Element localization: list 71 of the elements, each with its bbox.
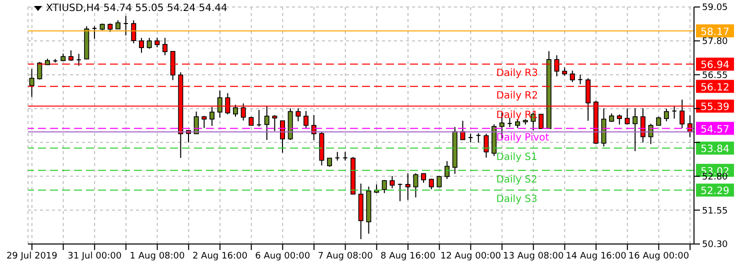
annotation: 56.94 bbox=[700, 60, 730, 72]
candlestick bbox=[264, 105, 270, 140]
y-tick-label: 50.30 bbox=[702, 240, 728, 250]
candlestick bbox=[202, 115, 207, 129]
candlestick bbox=[624, 108, 630, 126]
candlestick bbox=[405, 172, 410, 200]
x-tick-label: 14 Aug 16:00 bbox=[566, 251, 627, 262]
candlestick bbox=[37, 61, 42, 80]
x-tick-label: 13 Aug 08:00 bbox=[503, 251, 564, 262]
candlestick bbox=[397, 183, 403, 202]
candlestick bbox=[484, 133, 489, 158]
ref-line-label: Daily S1 bbox=[496, 152, 538, 164]
x-tick-label: 31 Jul 00:00 bbox=[68, 251, 122, 262]
annotation: 52.29 bbox=[700, 186, 730, 198]
ref-line-label: Daily R3 bbox=[496, 68, 538, 80]
candlestick bbox=[304, 110, 309, 129]
annotation: 54.57 bbox=[700, 124, 730, 136]
y-tick-label: 51.55 bbox=[702, 206, 728, 216]
candlestick bbox=[578, 74, 583, 85]
candlestick bbox=[131, 20, 136, 44]
y-tick-label: 59.05 bbox=[702, 3, 728, 14]
candlestick bbox=[68, 50, 74, 62]
candlestick bbox=[138, 37, 144, 54]
candlestick bbox=[413, 172, 418, 198]
candlestick bbox=[672, 106, 677, 120]
ref-line-label: Daily S2 bbox=[496, 174, 538, 186]
candlestick bbox=[664, 108, 669, 122]
candlestick bbox=[76, 53, 82, 66]
ref-line-label: Daily Pivot bbox=[496, 132, 550, 144]
y-tick-label: 57.80 bbox=[702, 37, 728, 48]
candlestick bbox=[123, 15, 128, 36]
ref-line-label: Daily S3 bbox=[496, 194, 538, 206]
x-tick-label: 7 Aug 08:00 bbox=[318, 251, 374, 262]
candlestick bbox=[632, 108, 638, 152]
x-tick-label: 6 Aug 00:00 bbox=[255, 251, 310, 262]
x-tick-label: 29 Jul 2019 bbox=[6, 251, 58, 262]
annotation: 55.39 bbox=[700, 102, 730, 114]
ref-line-label: Daily R2 bbox=[496, 90, 538, 102]
candlestick bbox=[428, 178, 434, 190]
candlestick bbox=[390, 176, 395, 189]
candlestick bbox=[146, 37, 152, 50]
candlestick bbox=[296, 108, 301, 122]
candlestick bbox=[272, 114, 278, 132]
annotation: 53.84 bbox=[700, 144, 730, 156]
candlestick bbox=[460, 120, 466, 140]
candlestick bbox=[280, 120, 286, 154]
candlestick bbox=[436, 176, 442, 188]
candlestick bbox=[162, 37, 168, 56]
annotation: 58.17 bbox=[700, 26, 730, 38]
candlestick bbox=[421, 173, 426, 184]
candlestick bbox=[233, 104, 238, 118]
candlestick bbox=[217, 90, 222, 118]
candlestick bbox=[476, 132, 481, 143]
candlestick bbox=[29, 68, 34, 98]
x-tick-label: 1 Aug 08:00 bbox=[130, 251, 186, 262]
candlestick bbox=[616, 114, 622, 126]
candlestick bbox=[570, 70, 575, 83]
annotation: 56.12 bbox=[700, 82, 730, 94]
candlestick bbox=[154, 37, 160, 48]
x-tick-label: 8 Aug 16:00 bbox=[380, 251, 436, 262]
candlestick bbox=[444, 160, 450, 180]
candlestick bbox=[256, 109, 262, 127]
x-tick-label: 12 Aug 00:00 bbox=[440, 251, 502, 262]
candlestick bbox=[92, 26, 98, 40]
x-tick-label: 2 Aug 16:00 bbox=[192, 251, 248, 262]
y-tick-label: 56.55 bbox=[702, 70, 728, 81]
chart-title: XTIUSD,H4 54.74 55.05 54.24 54.44 bbox=[46, 3, 228, 14]
candlestick bbox=[538, 114, 544, 130]
candlestick bbox=[382, 180, 387, 194]
x-tick-label: 16 Aug 00:00 bbox=[628, 251, 690, 262]
candlestick bbox=[209, 106, 214, 126]
